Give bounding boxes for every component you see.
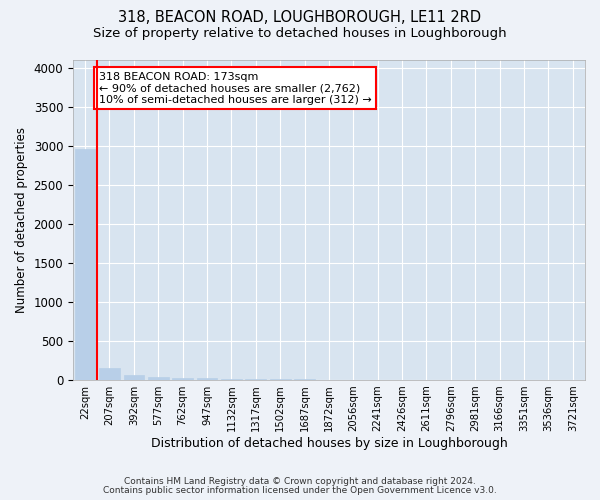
- Bar: [172, 378, 193, 380]
- Text: Size of property relative to detached houses in Loughborough: Size of property relative to detached ho…: [93, 28, 507, 40]
- X-axis label: Distribution of detached houses by size in Loughborough: Distribution of detached houses by size …: [151, 437, 508, 450]
- Text: 318, BEACON ROAD, LOUGHBOROUGH, LE11 2RD: 318, BEACON ROAD, LOUGHBOROUGH, LE11 2RD: [118, 10, 482, 25]
- Text: Contains HM Land Registry data © Crown copyright and database right 2024.: Contains HM Land Registry data © Crown c…: [124, 477, 476, 486]
- Bar: [245, 379, 266, 380]
- Bar: [197, 378, 217, 380]
- Bar: [124, 375, 144, 380]
- Y-axis label: Number of detached properties: Number of detached properties: [15, 127, 28, 313]
- Bar: [99, 368, 120, 380]
- Bar: [221, 379, 242, 380]
- Bar: [75, 149, 95, 380]
- Text: Contains public sector information licensed under the Open Government Licence v3: Contains public sector information licen…: [103, 486, 497, 495]
- Text: 318 BEACON ROAD: 173sqm
← 90% of detached houses are smaller (2,762)
10% of semi: 318 BEACON ROAD: 173sqm ← 90% of detache…: [98, 72, 371, 105]
- Bar: [148, 377, 169, 380]
